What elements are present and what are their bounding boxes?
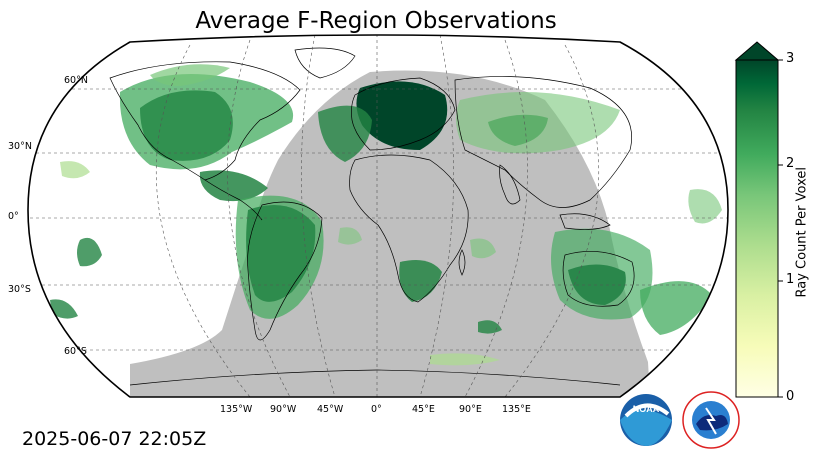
lat-label-60s: 60°S [64,346,87,357]
density-patch-indian-ocean [470,238,496,259]
noaa-logo: NOAA [620,394,672,446]
density-europe-fringe [318,105,372,162]
colorbar-tick-1: 1 [786,272,795,287]
meridian-90w [227,39,291,397]
density-pacific-east [640,281,712,335]
lon-label-45e: 45°E [412,404,435,415]
lon-label-135e: 135°E [502,404,531,415]
coast-asia [454,76,632,208]
lat-label-30n: 30°N [8,141,32,152]
density-pacific-west [688,189,722,224]
density-asia-fringe [456,92,620,154]
colorbar-tick-2: 2 [786,156,795,171]
coast-greenland [294,47,356,79]
ray-density-layer [50,64,722,366]
coast-africa [349,154,469,303]
coastlines [109,47,635,386]
nws-logo [682,391,740,449]
meridian-45e [419,35,454,397]
graticule [28,35,728,397]
lat-label-60n: 60°N [64,75,88,86]
lat-label-30s: 30°S [8,284,31,295]
coast-europe [351,77,456,151]
colorbar-tick-3: 3 [786,51,795,66]
density-na-north [150,64,230,86]
coast-central-america [204,179,263,221]
density-south-africa [399,259,442,302]
globe-outline [27,34,729,398]
noaa-logo-text: NOAA [633,404,660,414]
lon-label-90e: 90°E [459,404,482,415]
lon-label-135w: 135°W [220,404,253,415]
colorbar-label: Ray Count Per Voxel [794,167,810,298]
colorbar-tick-marks [778,59,783,398]
density-patch-pacific-south [50,299,78,319]
colorbar-extend-triangle [734,41,780,61]
colorbar [735,59,779,398]
coast-india [499,164,521,205]
density-europe [356,81,448,150]
coast-south-america [247,201,323,341]
lon-label-90w: 90°W [270,404,297,415]
lon-label-45w: 45°W [317,404,344,415]
density-sa-fringe [235,195,324,319]
density-central-america [199,170,268,202]
coast-madagascar [458,249,466,276]
density-patch-alaska [60,161,90,179]
map-title: Average F-Region Observations [195,8,557,34]
lon-label-0: 0° [371,404,382,415]
coast-australia [562,250,635,307]
meridian-45w [301,35,336,397]
coast-north-america [109,61,301,181]
meridian-135w [155,44,251,397]
density-patch-atlantic [338,227,362,245]
density-na-fringe [119,74,294,170]
meridian-135e [504,44,600,397]
timestamp: 2025-06-07 22:05Z [22,428,207,450]
coast-indonesia [559,213,611,230]
meridian-90e [464,39,528,397]
lat-label-equator: 0° [8,211,19,222]
density-patch-hawaii [77,237,102,267]
colorbar-tick-0: 0 [786,389,795,404]
